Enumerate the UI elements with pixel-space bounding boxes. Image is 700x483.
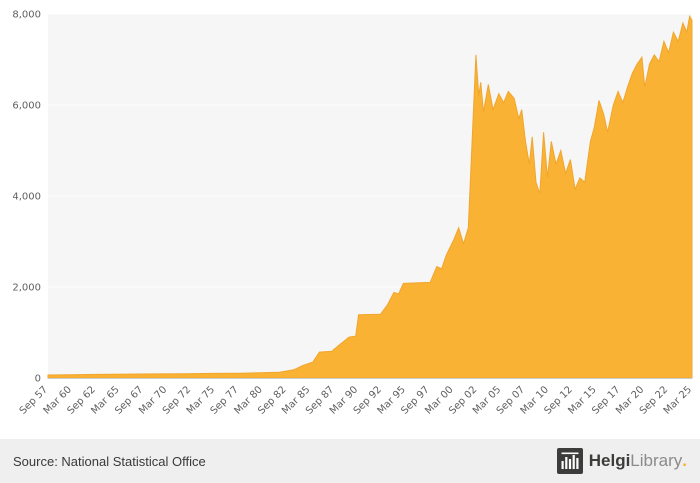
y-tick-label: 0 [35, 374, 41, 385]
source-bar: Source: National Statistical Office Helg… [0, 439, 700, 483]
y-tick-label: 8,000 [12, 10, 41, 21]
logo-helgi: Helgi [588, 451, 631, 470]
helgilibrary-logo[interactable]: HelgiLibrary. [556, 448, 687, 474]
y-tick-label: 6,000 [12, 101, 41, 112]
helgi-building-icon [556, 448, 583, 474]
y-tick-label: 2,000 [12, 283, 41, 294]
logo-wordmark: HelgiLibrary. [589, 451, 687, 471]
area-series [47, 14, 693, 379]
y-tick-label: 4,000 [12, 192, 41, 203]
source-text: Source: National Statistical Office [13, 453, 206, 469]
logo-library: Library [630, 451, 683, 470]
area-chart: 0 2,000 4,000 6,000 8,000 Sep 57 Mar 60 Sep 62 M… [12, 10, 694, 417]
logo-dot: . [682, 451, 687, 470]
